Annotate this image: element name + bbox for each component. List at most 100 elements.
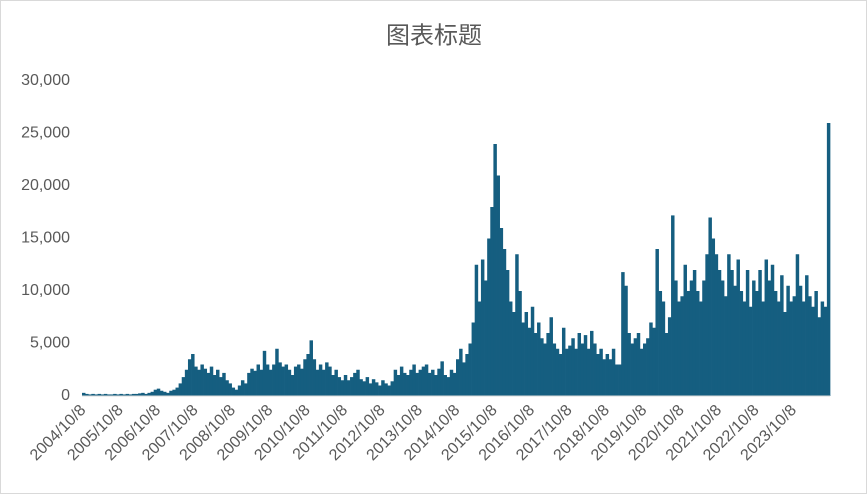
bar: [643, 343, 647, 396]
bar: [82, 392, 86, 396]
bar: [599, 348, 603, 396]
bar: [792, 296, 797, 396]
bar: [565, 348, 569, 396]
bar: [789, 301, 793, 396]
bar: [471, 322, 476, 396]
bar: [125, 393, 130, 396]
bar: [686, 291, 691, 396]
bar: [206, 372, 211, 396]
bar: [683, 264, 687, 396]
y-tick-label: 0: [61, 387, 70, 404]
bar: [605, 354, 610, 396]
bar: [456, 359, 460, 396]
bar: [300, 368, 304, 396]
bar: [733, 285, 737, 396]
bar: [530, 306, 535, 396]
bar: [677, 301, 681, 396]
bar: [558, 354, 563, 396]
bar: [446, 377, 451, 396]
bar: [561, 327, 566, 396]
bar: [621, 272, 625, 396]
bar: [128, 394, 133, 396]
bar: [334, 369, 338, 396]
bar: [487, 238, 491, 396]
bar: [449, 369, 454, 396]
bar: [652, 327, 656, 396]
bar: [745, 270, 750, 396]
bar: [462, 362, 466, 396]
bar: [671, 215, 675, 396]
bar: [337, 377, 342, 396]
bar: [512, 312, 516, 396]
bar: [580, 343, 585, 396]
bar: [191, 354, 195, 396]
bar: [134, 393, 139, 396]
bar: [795, 254, 800, 396]
bar: [225, 380, 229, 396]
bar: [356, 369, 360, 396]
bar: [203, 368, 208, 396]
bar: [555, 348, 560, 396]
bar: [244, 383, 248, 396]
bar: [350, 377, 354, 396]
bar: [106, 394, 111, 396]
bar: [633, 338, 638, 396]
bar: [618, 364, 622, 396]
bar: [378, 385, 382, 396]
bar: [421, 366, 426, 396]
bar: [100, 394, 105, 396]
bar: [169, 390, 173, 396]
bar: [309, 340, 313, 396]
bar: [265, 364, 270, 396]
bar: [764, 259, 769, 396]
bar: [577, 333, 582, 396]
bar: [574, 348, 578, 396]
bar: [253, 370, 257, 396]
bar: [490, 207, 494, 396]
bar: [343, 375, 348, 396]
bar: [484, 280, 488, 396]
bar: [770, 264, 775, 396]
bar: [147, 392, 151, 396]
bar: [602, 359, 606, 396]
bar: [508, 301, 513, 396]
bar: [150, 391, 155, 396]
bar: [543, 343, 547, 396]
bar: [131, 393, 136, 396]
bar: [727, 254, 731, 396]
bar: [103, 393, 108, 396]
bar: [97, 393, 102, 396]
bar: [303, 359, 307, 396]
bar: [521, 322, 525, 396]
bar: [714, 254, 719, 396]
bar: [724, 296, 728, 396]
bar: [278, 362, 282, 396]
bar: [315, 369, 320, 396]
bar: [187, 359, 192, 396]
bar: [767, 280, 772, 396]
bar: [780, 275, 784, 396]
bar: [284, 364, 289, 396]
bar: [808, 296, 812, 396]
bar: [814, 291, 818, 396]
bar: [661, 301, 666, 396]
bar: [459, 348, 463, 396]
bar: [312, 359, 317, 396]
bar: [141, 392, 145, 396]
bar: [801, 301, 806, 396]
bar: [144, 393, 148, 396]
bar: [524, 312, 529, 396]
bar: [272, 364, 276, 396]
bar: [434, 375, 438, 396]
bar: [711, 238, 716, 396]
bar: [156, 388, 161, 396]
bar: [91, 393, 95, 396]
bar: [477, 301, 482, 396]
bar: [166, 392, 170, 396]
bar: [110, 394, 114, 396]
bar: [817, 317, 821, 396]
bar: [502, 249, 507, 396]
bar: [527, 327, 532, 396]
bar: [752, 280, 756, 396]
